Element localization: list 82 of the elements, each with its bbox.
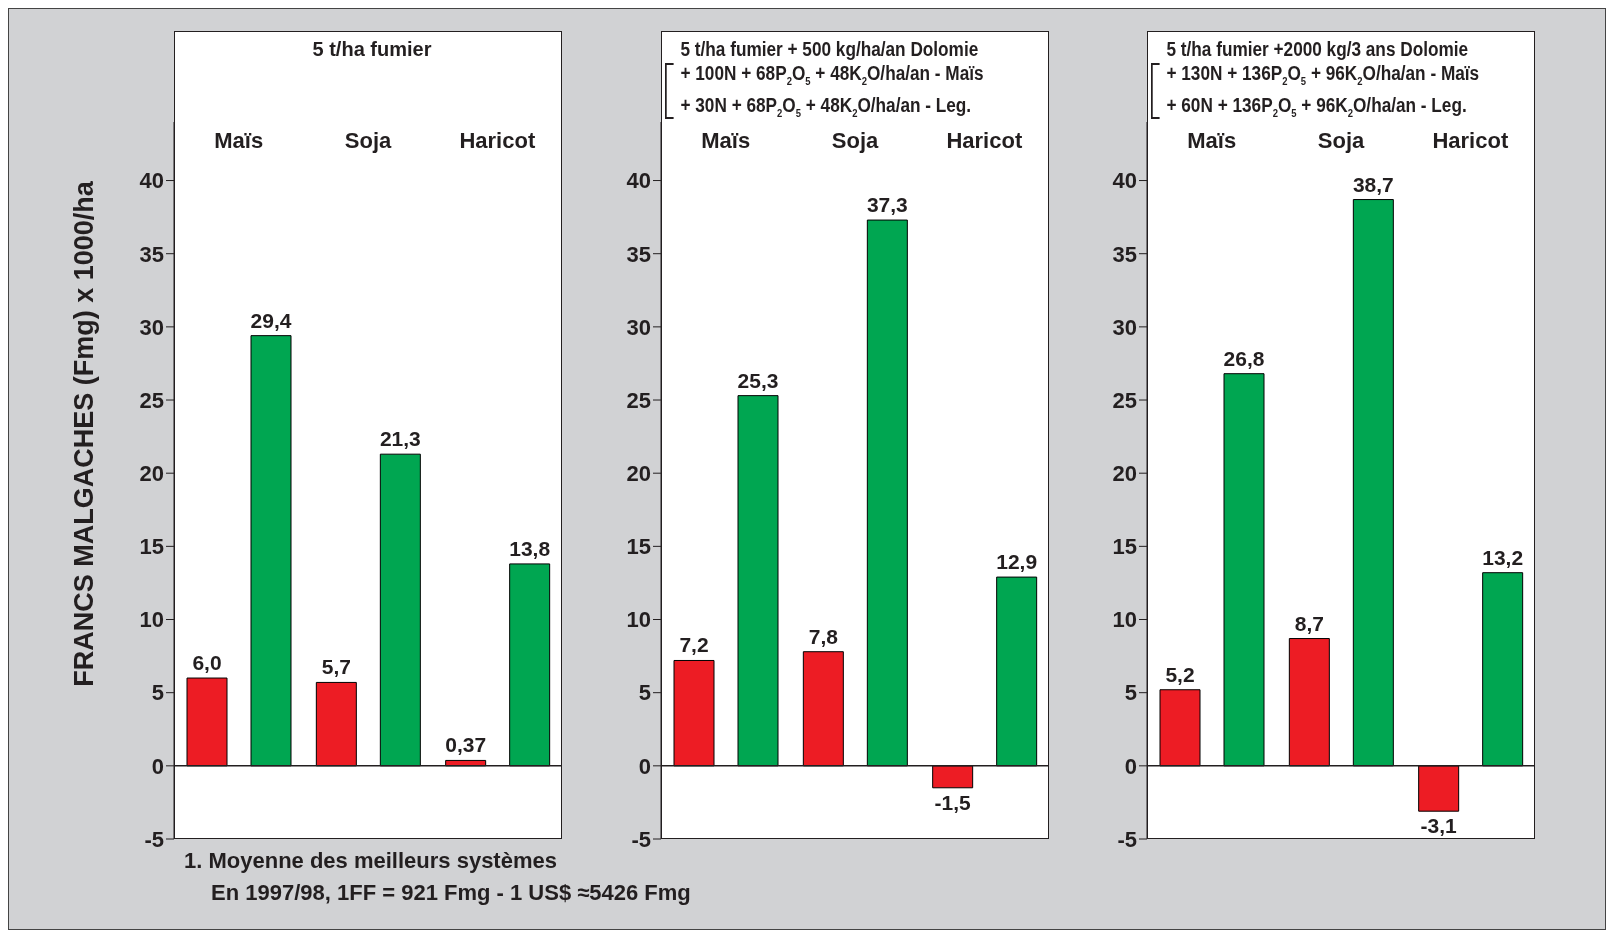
- data-label: 7,8: [808, 624, 839, 648]
- y-tick-label: 35: [1112, 241, 1137, 267]
- y-tick-label: 35: [626, 241, 651, 267]
- y-tick-label: 10: [1112, 607, 1137, 633]
- y-tick-label: 10: [626, 607, 651, 633]
- y-tick-label: 30: [1112, 314, 1137, 340]
- bar: [673, 659, 715, 767]
- x-tick-label: Soja: [344, 128, 392, 154]
- x-tick-label: Maïs: [214, 128, 264, 154]
- bar: [509, 563, 551, 767]
- bar: [1418, 765, 1460, 812]
- chart-title: 5 t/ha fumier +2000 kg/3 ans Dolomie: [1165, 37, 1470, 61]
- y-tick-label: 10: [139, 607, 164, 633]
- y-tick-label: 0: [638, 753, 651, 779]
- bar: [802, 651, 844, 767]
- x-tick-label: Haricot: [1432, 128, 1509, 154]
- y-tick-label: 15: [139, 534, 164, 560]
- bar: [250, 335, 292, 767]
- y-tick-label: 25: [626, 387, 651, 413]
- y-tick-label: 15: [626, 534, 651, 560]
- bar: [379, 453, 421, 767]
- bar: [315, 681, 357, 767]
- bar: [186, 677, 228, 767]
- y-tick-label: 30: [626, 314, 651, 340]
- bar: [1352, 199, 1394, 767]
- data-label: 29,4: [250, 308, 292, 332]
- x-tick-label: Haricot: [459, 128, 536, 154]
- y-tick-label: 20: [626, 461, 651, 486]
- y-tick-label: 15: [1112, 534, 1137, 560]
- data-label: 7,2: [679, 633, 709, 657]
- x-tick-label: Maïs: [1187, 128, 1237, 154]
- text: 1. Moyenne des meilleurs systèmes: [184, 848, 557, 873]
- y-tick-label: 35: [139, 241, 164, 267]
- data-label: 21,3: [379, 427, 421, 451]
- data-label: -3,1: [1420, 814, 1458, 838]
- bar: [1482, 572, 1524, 767]
- text: + 100N + 68P$_{2}$O$_{5}$ + 48K$_{2}$O/ha/an - Maïs + 30N + 68P$_{2}$O$_{5}$ + 48K$_{2}$O/ha/an - Leg.: [680, 62, 984, 119]
- y-tick-label: 5: [151, 680, 164, 706]
- bar: [866, 219, 908, 767]
- y-tick-label: 25: [139, 387, 164, 413]
- y-tick-label: 5: [638, 680, 651, 706]
- y-tick-label: 5: [1124, 680, 1137, 706]
- data-label: 26,8: [1223, 346, 1265, 370]
- data-label: 12,9: [996, 550, 1038, 574]
- bar: [1223, 373, 1265, 767]
- y-tick-label: 25: [1112, 387, 1137, 413]
- y-tick-label: 0: [1124, 753, 1137, 779]
- bar: [932, 765, 974, 789]
- chart-title: 5 t/ha fumier: [311, 37, 433, 61]
- y-tick-label: 40: [1112, 168, 1137, 194]
- bar: [996, 576, 1038, 767]
- y-axis-title: FRANCS MALGACHES (Fmg) x 1000/ha: [68, 181, 100, 687]
- bar: [1288, 638, 1330, 767]
- y-tick-label: 30: [139, 314, 164, 340]
- x-tick-label: Maïs: [701, 128, 751, 154]
- data-label: 6,0: [192, 651, 222, 675]
- data-label: 0,37: [445, 733, 487, 757]
- data-label: 37,3: [866, 193, 908, 217]
- data-label: 8,7: [1294, 611, 1324, 635]
- data-label: 13,8: [509, 536, 551, 560]
- data-label: 5,2: [1165, 662, 1195, 686]
- chart-title: 5 t/ha fumier + 500 kg/ha/an Dolomie: [679, 37, 980, 61]
- text: En 1997/98, 1FF = 921 Fmg - 1 US$ ≈5426 Fmg: [210, 879, 691, 907]
- y-tick-label: 40: [626, 168, 651, 194]
- y-tick-label: -5: [631, 826, 651, 852]
- y-tick-label: 40: [139, 168, 164, 194]
- x-tick-label: Soja: [1317, 128, 1365, 154]
- x-tick-label: Soja: [831, 128, 879, 154]
- y-tick-label: -5: [1117, 826, 1137, 852]
- bar: [1159, 689, 1201, 767]
- y-tick-label: 20: [1112, 461, 1137, 486]
- y-tick-label: 20: [139, 461, 164, 486]
- bar: [737, 395, 779, 767]
- y-tick-label: 0: [151, 753, 164, 779]
- data-label: 5,7: [321, 655, 351, 679]
- data-label: -1,5: [934, 790, 972, 814]
- data-label: 13,2: [1482, 545, 1524, 569]
- text: + 130N + 136P$_{2}$O$_{5}$ + 96K$_{2}$O/ha/an - Maïs + 60N + 136P$_{2}$O$_{5}$ + 96K$_{2}$O/ha/an - Leg.: [1166, 62, 1480, 119]
- y-tick-label: -5: [144, 826, 164, 852]
- x-tick-label: Haricot: [946, 128, 1023, 154]
- data-label: 38,7: [1352, 172, 1394, 196]
- data-label: 25,3: [737, 368, 779, 392]
